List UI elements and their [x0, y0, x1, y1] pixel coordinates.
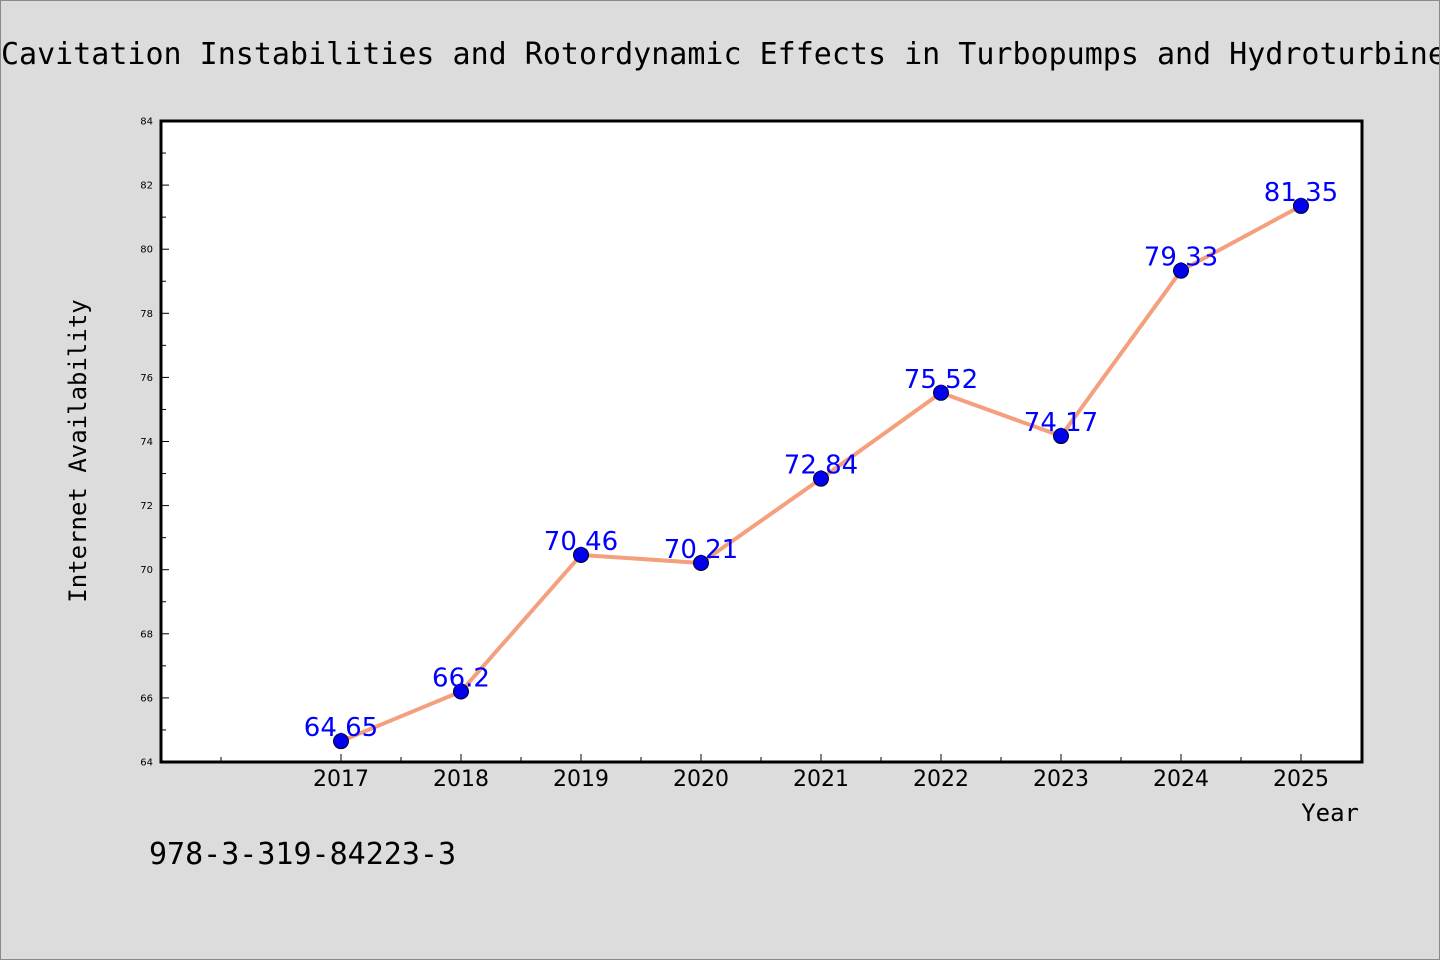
y-tick-label: 72 [140, 501, 153, 512]
data-point-label: 75.52 [904, 365, 978, 395]
data-labels: 64.65 66.2 70.46 70.21 72.84 75.52 74.17 79.33 8… [304, 178, 1338, 743]
data-point-marker [813, 470, 829, 487]
x-tick-label: 2022 [913, 767, 969, 792]
x-axis: 2017 2018 2019 2020 2021 2022 2023 2024 2025 [220, 754, 1329, 792]
x-tick-label: 2018 [433, 767, 489, 792]
x-axis-label: Year [1301, 799, 1359, 827]
data-point-label: 72.84 [784, 451, 858, 481]
y-tick-label: 80 [140, 245, 153, 256]
data-point-label: 66.2 [432, 663, 490, 693]
data-point-label: 70.46 [544, 527, 618, 557]
y-tick-label: 78 [140, 309, 153, 320]
y-tick-label: 76 [140, 373, 153, 384]
data-point-marker [573, 546, 589, 563]
data-point-label: 74.17 [1024, 408, 1098, 438]
x-tick-label: 2019 [553, 767, 609, 792]
data-point-marker [333, 733, 349, 750]
data-point-marker [693, 554, 709, 571]
y-tick-label: 82 [140, 181, 153, 192]
data-point-marker [933, 384, 949, 401]
x-tick-label: 2021 [793, 767, 849, 792]
y-tick-label: 68 [140, 629, 153, 640]
y-tick-label: 66 [140, 693, 153, 704]
data-point-label: 70.21 [664, 535, 738, 565]
x-tick-label: 2025 [1273, 767, 1329, 792]
data-point-label: 81.35 [1264, 178, 1338, 208]
data-point-marker [453, 683, 469, 700]
y-axis: 64 66 68 70 72 74 76 78 80 82 84 [140, 117, 169, 769]
chart-title: Cavitation Instabilities and Rotordynami… [1, 37, 1440, 72]
x-tick-label: 2017 [313, 767, 369, 792]
isbn-annotation: 978-3-319-84223-3 [149, 837, 456, 872]
y-tick-label: 74 [140, 437, 153, 448]
x-tick-label: 2020 [673, 767, 729, 792]
data-markers [333, 197, 1309, 750]
y-axis-label: Internet Availability [64, 299, 92, 602]
data-point-label: 64.65 [304, 713, 378, 743]
data-point-marker [1293, 197, 1309, 214]
x-tick-label: 2024 [1153, 767, 1209, 792]
y-tick-label: 84 [140, 117, 153, 128]
plot-area [159, 119, 1364, 764]
y-tick-label: 70 [140, 565, 153, 576]
data-point-marker [1053, 428, 1069, 445]
x-tick-label: 2023 [1033, 767, 1089, 792]
data-point-marker [1173, 262, 1189, 279]
data-point-label: 79.33 [1144, 243, 1218, 273]
y-tick-label: 64 [140, 758, 153, 769]
